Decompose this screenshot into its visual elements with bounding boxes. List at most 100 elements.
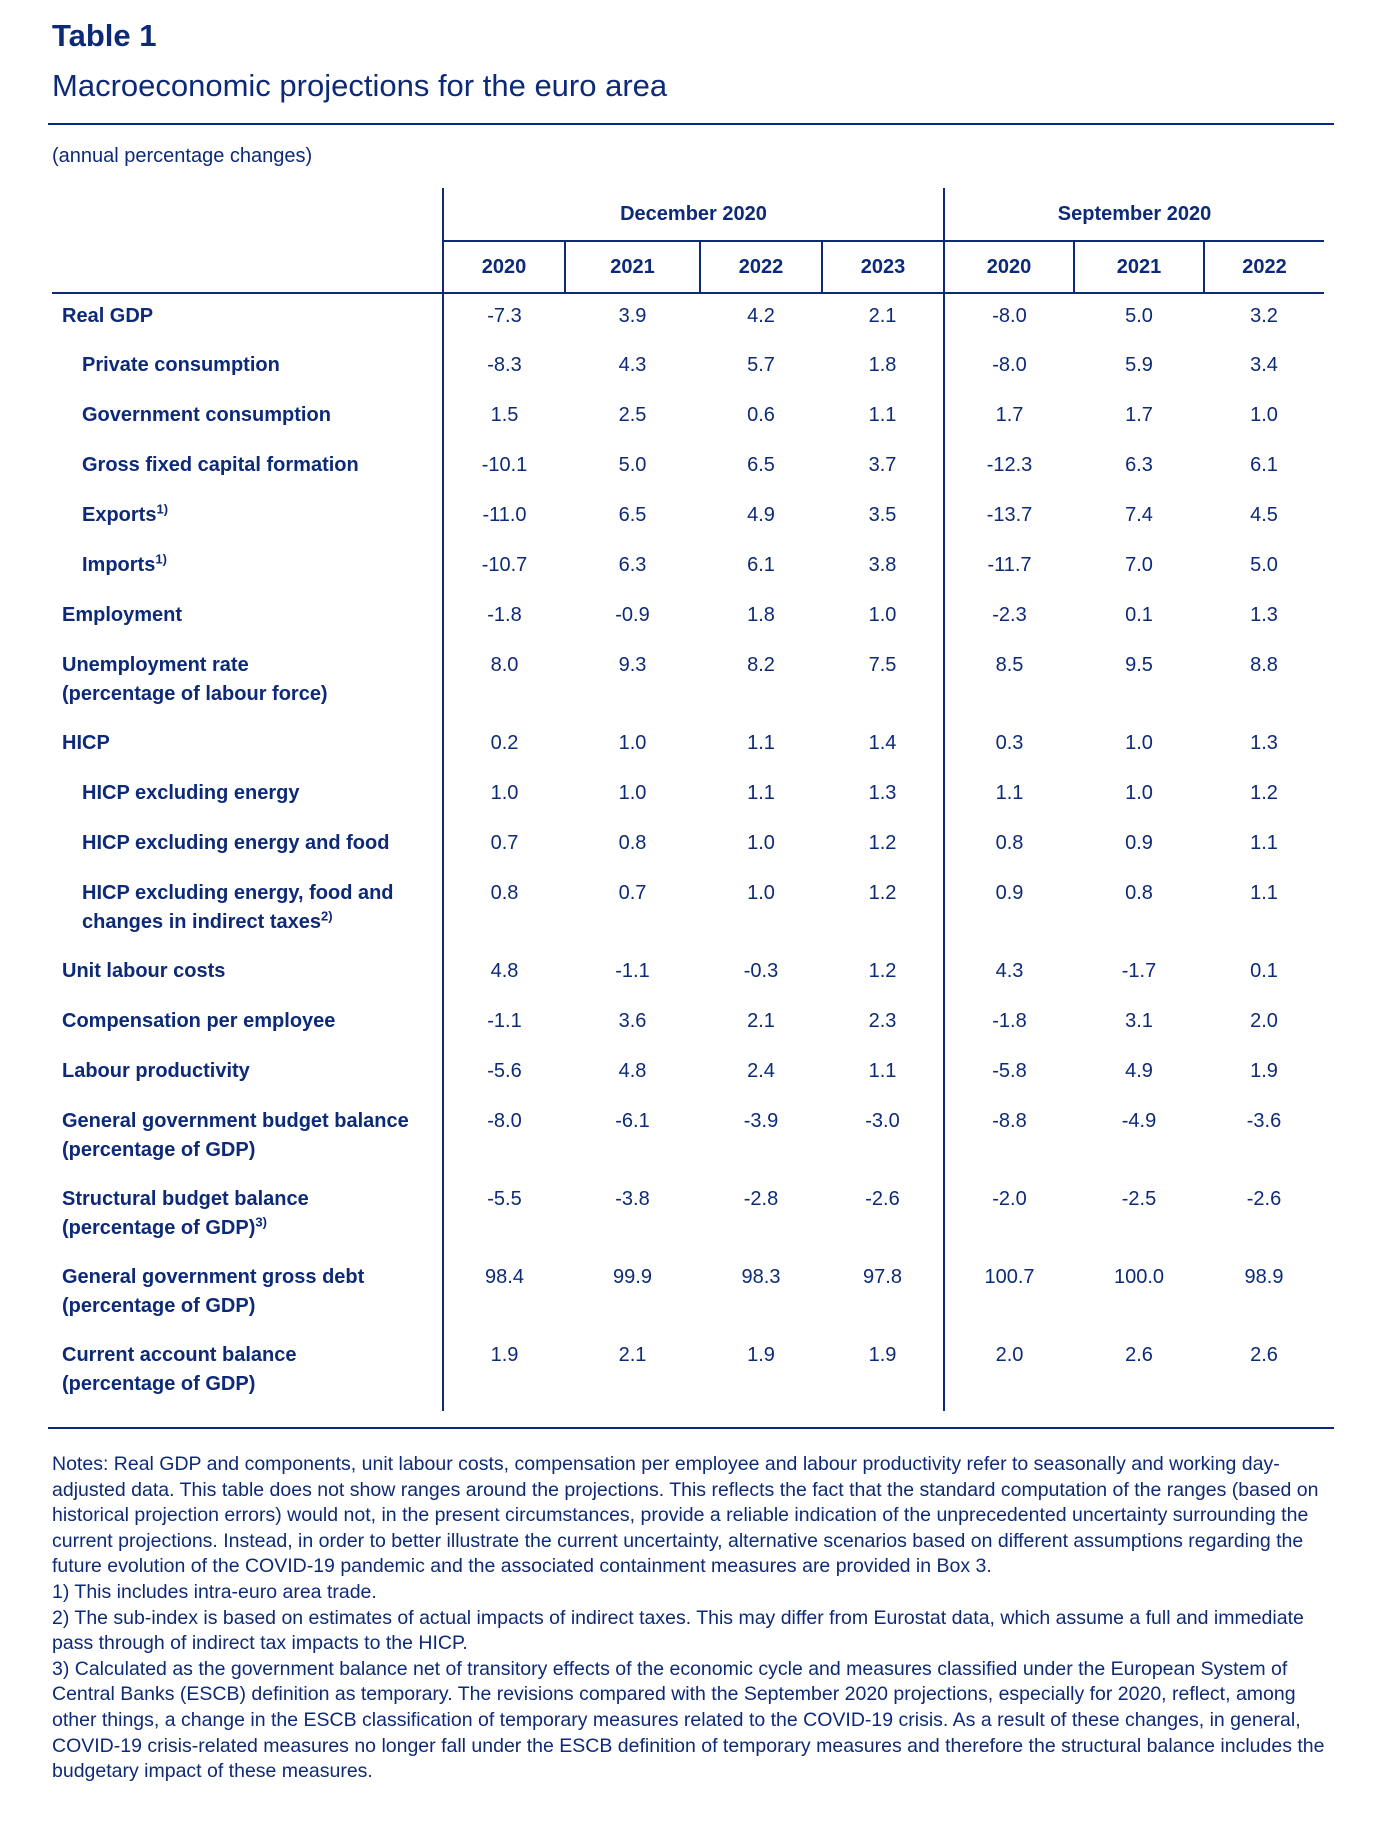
table-row: HICP 0.2 1.0 1.1 1.4 0.3 1.0 1.3	[52, 721, 1324, 771]
value-cell: 1.1	[868, 1060, 897, 1082]
row-label: Real GDP	[52, 293, 443, 343]
units-note: (annual percentage changes)	[52, 145, 313, 167]
row-label-text: Unemployment rate	[62, 654, 249, 676]
footnote-marker: 1)	[156, 501, 169, 517]
value-cell: 0.9	[1125, 832, 1153, 854]
value-cell: -1.8	[943, 999, 1074, 1049]
value-cell: -3.0	[865, 1110, 900, 1132]
value-cell: 6.3	[618, 554, 647, 576]
table-row: HICP excluding energy and food 0.7 0.8 1.0 1…	[52, 821, 1324, 871]
row-label-subtext: (percentage of GDP)	[62, 1295, 256, 1317]
value-cell: -10.7	[442, 543, 565, 593]
value-cell: -1.8	[442, 593, 565, 643]
value-cell: 3.5	[868, 504, 897, 526]
value-cell: 2.0	[1250, 1010, 1278, 1032]
value-cell: 0.6	[747, 404, 775, 426]
row-label: HICP	[52, 721, 443, 771]
value-cell: 1.1	[868, 404, 897, 426]
value-cell: 0.3	[943, 721, 1074, 771]
bottom-rule	[48, 1427, 1334, 1429]
value-cell: -3.8	[615, 1188, 650, 1210]
row-label: Labour productivity	[52, 1049, 443, 1099]
top-rule	[48, 123, 1334, 125]
value-cell: 1.8	[868, 354, 897, 376]
value-cell: -8.0	[943, 343, 1074, 393]
value-cell: 3.4	[1250, 354, 1278, 376]
table-row: Gross fixed capital formation -10.1 5.0 6.5…	[52, 443, 1324, 493]
value-cell: 1.9	[747, 1344, 775, 1366]
value-cell: 4.9	[1125, 1060, 1153, 1082]
row-label-text: General government budget balance	[62, 1110, 409, 1132]
row-label: Unit labour costs	[52, 949, 443, 999]
value-cell: -10.1	[442, 443, 565, 493]
row-label: Government consumption	[52, 393, 443, 443]
value-cell: 1.4	[868, 732, 897, 754]
row-label-subtext: (percentage of GDP)	[62, 1139, 256, 1161]
notes: Notes: Real GDP and components, unit lab…	[52, 1452, 1342, 1785]
value-cell: 1.1	[943, 771, 1074, 821]
value-cell: 0.8	[943, 821, 1074, 871]
header-spacer	[52, 188, 443, 241]
group-header: September 2020	[943, 188, 1324, 241]
row-label-text: Exports	[82, 504, 157, 526]
value-cell: 6.5	[747, 454, 775, 476]
value-cell: 4.9	[747, 504, 775, 526]
value-cell: -3.6	[1246, 1110, 1282, 1132]
year-header: 2020	[943, 240, 1074, 294]
group-header: December 2020	[442, 188, 944, 241]
footnote-3: 3) Calculated as the government balance …	[52, 1657, 1325, 1783]
value-cell: 5.9	[1125, 354, 1153, 376]
value-cell: 9.5	[1125, 654, 1153, 676]
table-row: Private consumption -8.3 4.3 5.7 1.8 -8.0 5.9 3…	[52, 343, 1324, 393]
value-cell: 1.0	[747, 832, 775, 854]
value-cell: -8.0	[442, 1099, 565, 1177]
row-label: Imports1)	[52, 543, 443, 593]
row-label-text: Labour productivity	[62, 1060, 250, 1082]
year-header: 2020	[442, 240, 565, 294]
value-cell: -3.9	[743, 1110, 779, 1132]
value-cell: -6.1	[615, 1110, 650, 1132]
value-cell: -2.6	[865, 1188, 900, 1210]
row-label-text: Imports	[82, 554, 156, 576]
value-cell: 2.1	[618, 1344, 647, 1366]
value-cell: 7.4	[1125, 504, 1153, 526]
value-cell: -0.3	[743, 960, 779, 982]
value-cell: 98.3	[741, 1266, 781, 1288]
value-cell: 1.2	[868, 882, 897, 904]
value-cell: 3.7	[868, 454, 897, 476]
value-cell: 1.1	[1250, 832, 1278, 854]
row-label-subtext: (percentage of GDP)	[62, 1373, 256, 1395]
footnote-marker: 1)	[155, 551, 167, 567]
row-label: Private consumption	[52, 343, 443, 393]
value-cell: 4.8	[442, 949, 565, 999]
value-cell: 3.2	[1250, 305, 1278, 327]
value-cell: 2.4	[747, 1060, 775, 1082]
value-cell: 2.6	[1250, 1344, 1278, 1366]
value-cell: 1.0	[868, 604, 897, 626]
table-row: General government gross debt (percentage…	[52, 1255, 1324, 1333]
footnote-marker: 3)	[255, 1214, 267, 1230]
value-cell: 0.8	[442, 871, 565, 949]
value-cell: -2.0	[943, 1177, 1074, 1255]
value-cell: 1.9	[442, 1333, 565, 1411]
row-label-text: Real GDP	[62, 305, 154, 327]
value-cell: 2.0	[943, 1333, 1074, 1411]
value-cell: -0.9	[615, 604, 650, 626]
value-cell: -1.1	[442, 999, 565, 1049]
value-cell: 98.4	[442, 1255, 565, 1333]
footnote-1: 1) This includes intra-euro area trade.	[52, 1580, 377, 1603]
table-row: Current account balance (percentage of GD…	[52, 1333, 1324, 1411]
value-cell: 0.7	[442, 821, 565, 871]
value-cell: 1.0	[747, 882, 775, 904]
value-cell: 5.7	[747, 354, 775, 376]
row-label-text: Employment	[62, 604, 183, 626]
value-cell: 100.7	[943, 1255, 1074, 1333]
value-cell: 9.3	[618, 654, 647, 676]
value-cell: 1.5	[442, 393, 565, 443]
row-label-subtext: changes in indirect taxes	[82, 911, 321, 933]
value-cell: 0.2	[442, 721, 565, 771]
table-row: Exports1) -11.0 6.5 4.9 3.5 -13.7 7.4 4.5	[52, 493, 1324, 543]
row-label-text: Private consumption	[82, 354, 280, 376]
value-cell: -5.8	[943, 1049, 1074, 1099]
table-row: Real GDP -7.3 3.9 4.2 2.1 -8.0 5.0 3.2	[52, 293, 1324, 343]
